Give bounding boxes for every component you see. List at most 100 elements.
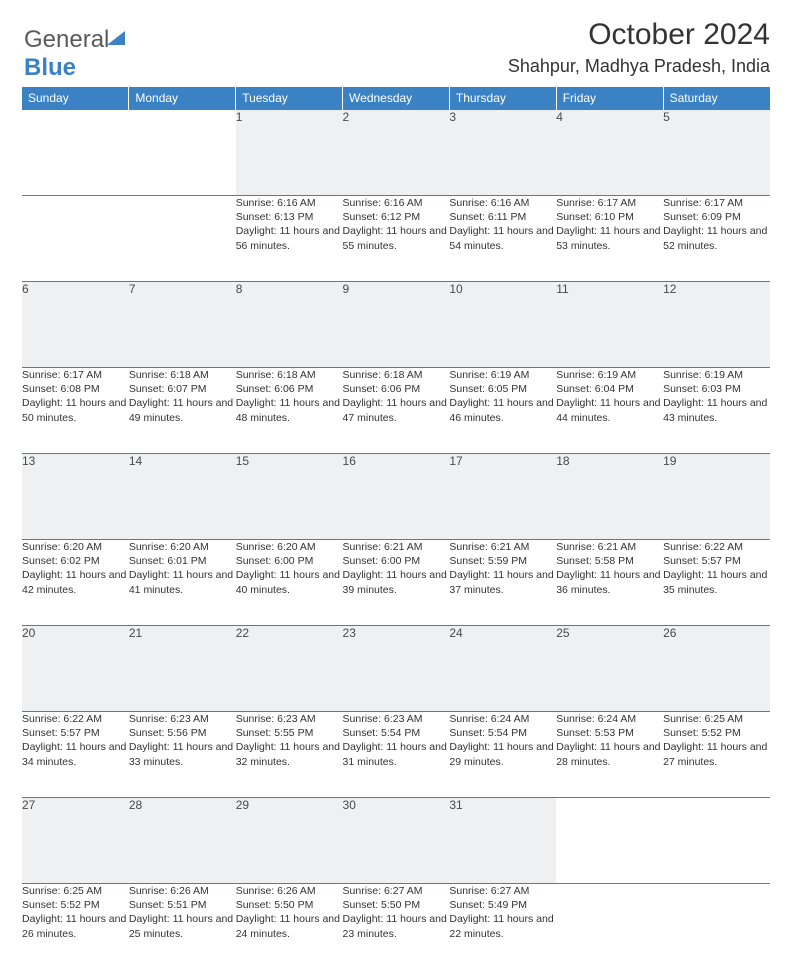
day-number-cell: 24 xyxy=(449,626,556,712)
day-detail-cell xyxy=(22,196,129,282)
sunset-text: Sunset: 5:52 PM xyxy=(22,898,129,912)
sunrise-text: Sunrise: 6:17 AM xyxy=(556,196,663,210)
day-number-cell: 26 xyxy=(663,626,770,712)
day-detail-cell: Sunrise: 6:17 AMSunset: 6:10 PMDaylight:… xyxy=(556,196,663,282)
daynum-row: 13141516171819 xyxy=(22,454,770,540)
day-number-cell: 20 xyxy=(22,626,129,712)
sunrise-text: Sunrise: 6:16 AM xyxy=(236,196,343,210)
sunset-text: Sunset: 5:55 PM xyxy=(236,726,343,740)
daylight-text: Daylight: 11 hours and 42 minutes. xyxy=(22,568,129,596)
detail-row: Sunrise: 6:20 AMSunset: 6:02 PMDaylight:… xyxy=(22,540,770,626)
sunrise-text: Sunrise: 6:19 AM xyxy=(449,368,556,382)
day-detail-cell: Sunrise: 6:24 AMSunset: 5:54 PMDaylight:… xyxy=(449,712,556,798)
location: Shahpur, Madhya Pradesh, India xyxy=(22,56,770,77)
day-detail-cell: Sunrise: 6:22 AMSunset: 5:57 PMDaylight:… xyxy=(663,540,770,626)
sunset-text: Sunset: 6:03 PM xyxy=(663,382,770,396)
sunset-text: Sunset: 6:11 PM xyxy=(449,210,556,224)
daylight-text: Daylight: 11 hours and 26 minutes. xyxy=(22,912,129,940)
weekday-header: Friday xyxy=(556,87,663,110)
day-detail-cell: Sunrise: 6:26 AMSunset: 5:51 PMDaylight:… xyxy=(129,884,236,970)
sunrise-text: Sunrise: 6:16 AM xyxy=(343,196,450,210)
daynum-row: 20212223242526 xyxy=(22,626,770,712)
day-detail-cell: Sunrise: 6:18 AMSunset: 6:07 PMDaylight:… xyxy=(129,368,236,454)
day-number-cell: 21 xyxy=(129,626,236,712)
day-number-cell: 3 xyxy=(449,110,556,196)
sunrise-text: Sunrise: 6:24 AM xyxy=(556,712,663,726)
day-number-cell: 23 xyxy=(343,626,450,712)
day-detail-cell: Sunrise: 6:16 AMSunset: 6:12 PMDaylight:… xyxy=(343,196,450,282)
day-number-cell: 22 xyxy=(236,626,343,712)
detail-row: Sunrise: 6:16 AMSunset: 6:13 PMDaylight:… xyxy=(22,196,770,282)
sunrise-text: Sunrise: 6:17 AM xyxy=(663,196,770,210)
day-detail-cell: Sunrise: 6:22 AMSunset: 5:57 PMDaylight:… xyxy=(22,712,129,798)
day-detail-cell: Sunrise: 6:24 AMSunset: 5:53 PMDaylight:… xyxy=(556,712,663,798)
daylight-text: Daylight: 11 hours and 25 minutes. xyxy=(129,912,236,940)
day-number-cell: 29 xyxy=(236,798,343,884)
sunset-text: Sunset: 6:06 PM xyxy=(343,382,450,396)
day-detail-cell: Sunrise: 6:23 AMSunset: 5:55 PMDaylight:… xyxy=(236,712,343,798)
day-number-cell: 14 xyxy=(129,454,236,540)
sunset-text: Sunset: 6:00 PM xyxy=(343,554,450,568)
sunset-text: Sunset: 6:00 PM xyxy=(236,554,343,568)
day-detail-cell: Sunrise: 6:21 AMSunset: 5:59 PMDaylight:… xyxy=(449,540,556,626)
sunset-text: Sunset: 5:56 PM xyxy=(129,726,236,740)
sunset-text: Sunset: 5:53 PM xyxy=(556,726,663,740)
sunrise-text: Sunrise: 6:25 AM xyxy=(22,884,129,898)
daylight-text: Daylight: 11 hours and 29 minutes. xyxy=(449,740,556,768)
day-detail-cell xyxy=(663,884,770,970)
daylight-text: Daylight: 11 hours and 44 minutes. xyxy=(556,396,663,424)
weekday-header: Saturday xyxy=(663,87,770,110)
sunrise-text: Sunrise: 6:21 AM xyxy=(556,540,663,554)
daylight-text: Daylight: 11 hours and 22 minutes. xyxy=(449,912,556,940)
sunrise-text: Sunrise: 6:23 AM xyxy=(343,712,450,726)
sunrise-text: Sunrise: 6:20 AM xyxy=(236,540,343,554)
day-detail-cell: Sunrise: 6:20 AMSunset: 6:00 PMDaylight:… xyxy=(236,540,343,626)
daylight-text: Daylight: 11 hours and 46 minutes. xyxy=(449,396,556,424)
day-detail-cell: Sunrise: 6:21 AMSunset: 5:58 PMDaylight:… xyxy=(556,540,663,626)
sunrise-text: Sunrise: 6:16 AM xyxy=(449,196,556,210)
day-number-cell: 13 xyxy=(22,454,129,540)
sunset-text: Sunset: 6:13 PM xyxy=(236,210,343,224)
sunrise-text: Sunrise: 6:18 AM xyxy=(343,368,450,382)
day-number-cell: 18 xyxy=(556,454,663,540)
daylight-text: Daylight: 11 hours and 24 minutes. xyxy=(236,912,343,940)
sunrise-text: Sunrise: 6:17 AM xyxy=(22,368,129,382)
day-number-cell: 4 xyxy=(556,110,663,196)
day-number-cell: 30 xyxy=(343,798,450,884)
daylight-text: Daylight: 11 hours and 50 minutes. xyxy=(22,396,129,424)
daylight-text: Daylight: 11 hours and 40 minutes. xyxy=(236,568,343,596)
day-number-cell: 5 xyxy=(663,110,770,196)
sunrise-text: Sunrise: 6:24 AM xyxy=(449,712,556,726)
sunrise-text: Sunrise: 6:19 AM xyxy=(556,368,663,382)
day-number-cell xyxy=(556,798,663,884)
weekday-header: Wednesday xyxy=(343,87,450,110)
day-detail-cell: Sunrise: 6:19 AMSunset: 6:05 PMDaylight:… xyxy=(449,368,556,454)
day-number-cell: 17 xyxy=(449,454,556,540)
sunrise-text: Sunrise: 6:19 AM xyxy=(663,368,770,382)
logo: General Blue xyxy=(24,26,125,82)
detail-row: Sunrise: 6:25 AMSunset: 5:52 PMDaylight:… xyxy=(22,884,770,970)
day-detail-cell: Sunrise: 6:16 AMSunset: 6:13 PMDaylight:… xyxy=(236,196,343,282)
sunrise-text: Sunrise: 6:27 AM xyxy=(449,884,556,898)
day-number-cell: 25 xyxy=(556,626,663,712)
day-number-cell: 8 xyxy=(236,282,343,368)
day-number-cell: 2 xyxy=(343,110,450,196)
daylight-text: Daylight: 11 hours and 36 minutes. xyxy=(556,568,663,596)
daylight-text: Daylight: 11 hours and 33 minutes. xyxy=(129,740,236,768)
daylight-text: Daylight: 11 hours and 35 minutes. xyxy=(663,568,770,596)
daylight-text: Daylight: 11 hours and 49 minutes. xyxy=(129,396,236,424)
sunrise-text: Sunrise: 6:23 AM xyxy=(236,712,343,726)
day-detail-cell: Sunrise: 6:27 AMSunset: 5:49 PMDaylight:… xyxy=(449,884,556,970)
day-number-cell: 9 xyxy=(343,282,450,368)
sunrise-text: Sunrise: 6:18 AM xyxy=(129,368,236,382)
day-detail-cell: Sunrise: 6:20 AMSunset: 6:01 PMDaylight:… xyxy=(129,540,236,626)
day-number-cell: 15 xyxy=(236,454,343,540)
sunrise-text: Sunrise: 6:20 AM xyxy=(22,540,129,554)
day-number-cell: 1 xyxy=(236,110,343,196)
daynum-row: 12345 xyxy=(22,110,770,196)
day-detail-cell xyxy=(129,196,236,282)
daylight-text: Daylight: 11 hours and 43 minutes. xyxy=(663,396,770,424)
day-detail-cell: Sunrise: 6:20 AMSunset: 6:02 PMDaylight:… xyxy=(22,540,129,626)
sunrise-text: Sunrise: 6:26 AM xyxy=(236,884,343,898)
sunset-text: Sunset: 5:57 PM xyxy=(663,554,770,568)
